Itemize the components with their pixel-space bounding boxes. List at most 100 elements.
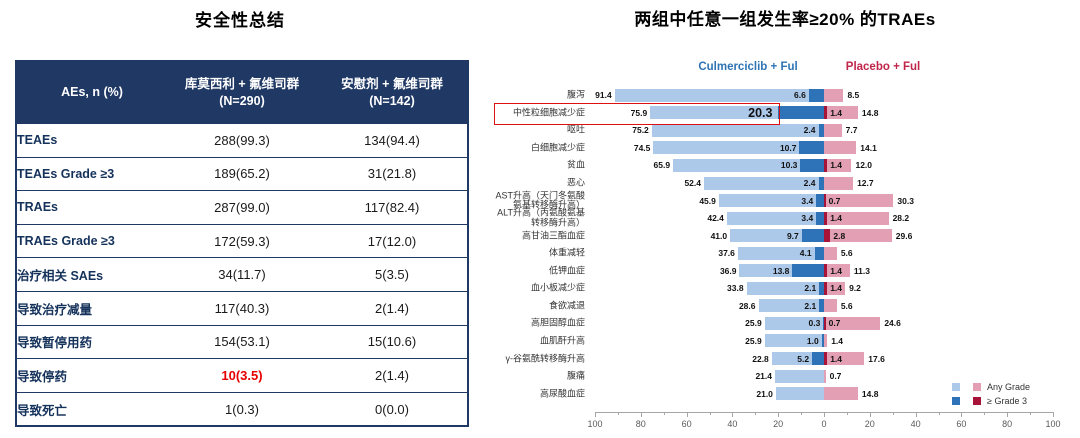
value-label-cul-grade3: 6.6 — [794, 90, 806, 101]
chart-row: 高甘油三酯血症 41.0 9.7 2.8 29.6 — [490, 227, 1080, 245]
legend-culmerciclib-ful: Culmerciclib + Ful — [698, 61, 798, 73]
value-label-pbo-any: 28.2 — [892, 213, 910, 224]
any-grade-bar-left — [718, 194, 824, 208]
grade3-bar-left — [801, 229, 824, 243]
grade3-label: ≥ Grade 3 — [987, 396, 1027, 406]
any-grade-bar-right — [824, 369, 826, 383]
value-label-cul-any: 25.9 — [745, 335, 762, 346]
legend-row-any-grade: Any Grade — [952, 381, 1030, 393]
axis-tick — [869, 412, 871, 417]
value-placebo: 2(1.4) — [317, 358, 468, 393]
category-label: 体重减轻 — [548, 247, 585, 258]
axis-tick — [778, 412, 780, 417]
axis-tick — [617, 412, 619, 415]
chart-row: 呕吐 75.2 2.4 7.7 — [490, 122, 1080, 140]
axis-tick — [686, 412, 688, 417]
any-grade-bar-left — [737, 246, 824, 260]
value-label-cul-any: 75.2 — [632, 125, 649, 136]
row-label: 导致死亡 — [16, 391, 167, 427]
chart-row: 食欲减退 28.6 2.1 5.6 — [490, 297, 1080, 315]
value-label-pbo-any: 8.5 — [847, 90, 860, 101]
placebo-group-name: 安慰剂 + 氟维司群 — [341, 77, 443, 92]
axis-tick — [915, 412, 917, 417]
chart-row: AST升高（天门冬氨酸氨基转移酶升高） 45.9 3.4 0.7 30.3 — [490, 190, 1080, 210]
grade3-bar-left — [812, 352, 824, 366]
value-label-cul-grade3: 2.1 — [804, 283, 817, 294]
row-label: TRAEs — [16, 190, 167, 225]
axis-tick-label: 100 — [587, 419, 603, 429]
table-row: TEAEs Grade ≥3 189(65.2) 31(21.8) — [16, 156, 468, 191]
grade3-bar-left — [777, 106, 824, 120]
value-label-pbo-any: 12.7 — [857, 178, 874, 189]
value-label-cul-grade3: 13.8 — [772, 265, 790, 276]
value-label-cul-any: 36.9 — [719, 265, 737, 276]
grade3-bar-left — [818, 176, 824, 190]
value-label-pbo-any: 5.6 — [840, 300, 853, 311]
axis-tick — [663, 412, 665, 415]
value-label-cul-any: 74.5 — [633, 142, 651, 153]
any-grade-bar-left — [774, 369, 824, 383]
category-label: γ-谷氨酰转移酶升高 — [505, 352, 586, 363]
axis-tick — [755, 412, 757, 415]
value-label-pbo-any: 7.7 — [845, 125, 858, 136]
any-grade-bar-left — [746, 281, 824, 295]
value-label-pbo-any: 14.1 — [860, 142, 877, 153]
value-label-pbo-any: 14.8 — [861, 388, 879, 399]
culmerciclib-group-name: 库莫西利 + 氟维司群 — [184, 77, 300, 92]
value-placebo: 134(94.4) — [317, 123, 468, 158]
row-label: 导致停药 — [16, 358, 167, 393]
any-grade-bar-left — [775, 387, 824, 401]
chart-row: 中性粒细胞减少症 75.9 20.3 1.4 14.8 — [490, 104, 1080, 122]
grade3-bar-right — [824, 264, 828, 278]
value-culmerciclib: 34(11.7) — [167, 257, 317, 292]
axis-tick-label: 80 — [1002, 419, 1013, 429]
value-label-cul-any: 52.4 — [684, 178, 701, 189]
value-label-pbo-any: 29.6 — [895, 230, 913, 241]
any-grade-bar-right — [824, 387, 858, 401]
chart-legend: Any Grade ≥ Grade 3 — [952, 381, 1030, 409]
value-label-pbo-any: 5.6 — [840, 248, 853, 259]
any-grade-bar-right — [824, 158, 852, 172]
value-placebo: 15(10.6) — [317, 324, 468, 359]
highlight-box — [494, 102, 780, 125]
category-label: 白细胞减少症 — [530, 142, 585, 153]
axis-tick — [938, 412, 940, 415]
value-label-cul-grade3: 10.7 — [779, 142, 797, 153]
category-label: 高尿酸血症 — [539, 387, 585, 398]
grade3-bar-left — [800, 158, 824, 172]
value-label-pbo-any: 24.6 — [884, 318, 901, 329]
row-label: 治疗相关 SAEs — [16, 257, 167, 292]
axis-tick — [595, 412, 596, 417]
any-grade-bar-left — [771, 352, 824, 366]
value-culmerciclib: 10(3.5) — [167, 358, 317, 393]
grade3-bar-left — [819, 299, 824, 313]
row-label: 导致暂停用药 — [16, 324, 167, 359]
axis-tick — [984, 412, 986, 415]
category-label: ALT升高（丙氨酸氨基转移酶升高） — [497, 207, 585, 228]
table-row: TEAEs 288(99.3) 134(94.4) — [16, 123, 468, 158]
value-placebo: 5(3.5) — [317, 257, 468, 292]
legend-placebo-ful: Placebo + Ful — [845, 61, 921, 73]
placebo-group-n: (N=142) — [369, 93, 415, 108]
axis-tick — [824, 412, 825, 417]
chart-row: 白细胞减少症 74.5 10.7 14.1 — [490, 139, 1080, 157]
row-label: TEAEs Grade ≥3 — [16, 156, 167, 191]
table-header-placebo-group: 安慰剂 + 氟维司群 (N=142) — [317, 61, 468, 124]
axis-tick-label: 40 — [727, 419, 738, 429]
grade3-bar-left — [821, 334, 824, 348]
value-label-pbo-grade3: 1.4 — [830, 107, 843, 118]
chart-row: 腹痛 21.4 0.7 — [490, 367, 1080, 385]
chart-row: 高胆固醇血症 25.9 0.3 0.7 24.6 — [490, 315, 1080, 333]
any-grade-bar-right — [824, 299, 837, 313]
value-label-pbo-grade3: 2.8 — [833, 230, 846, 241]
chart-row: γ-谷氨酰转移酶升高 22.8 5.2 1.4 17.6 — [490, 350, 1080, 368]
axis-tick-label: 20 — [773, 419, 784, 429]
value-label-cul-any: 37.6 — [718, 248, 735, 259]
value-label-cul-any: 21.0 — [756, 388, 773, 399]
grade3-blue-swatch — [952, 397, 960, 405]
axis-tick-label: 80 — [635, 419, 646, 429]
table-header-aes: AEs, n (%) — [16, 61, 167, 124]
table-header-row: AEs, n (%) 库莫西利 + 氟维司群 (N=290) 安慰剂 + 氟维司… — [16, 61, 468, 124]
value-label-pbo-any: 11.3 — [853, 265, 870, 276]
category-label: AST升高（天门冬氨酸氨基转移酶升高） — [495, 190, 585, 210]
